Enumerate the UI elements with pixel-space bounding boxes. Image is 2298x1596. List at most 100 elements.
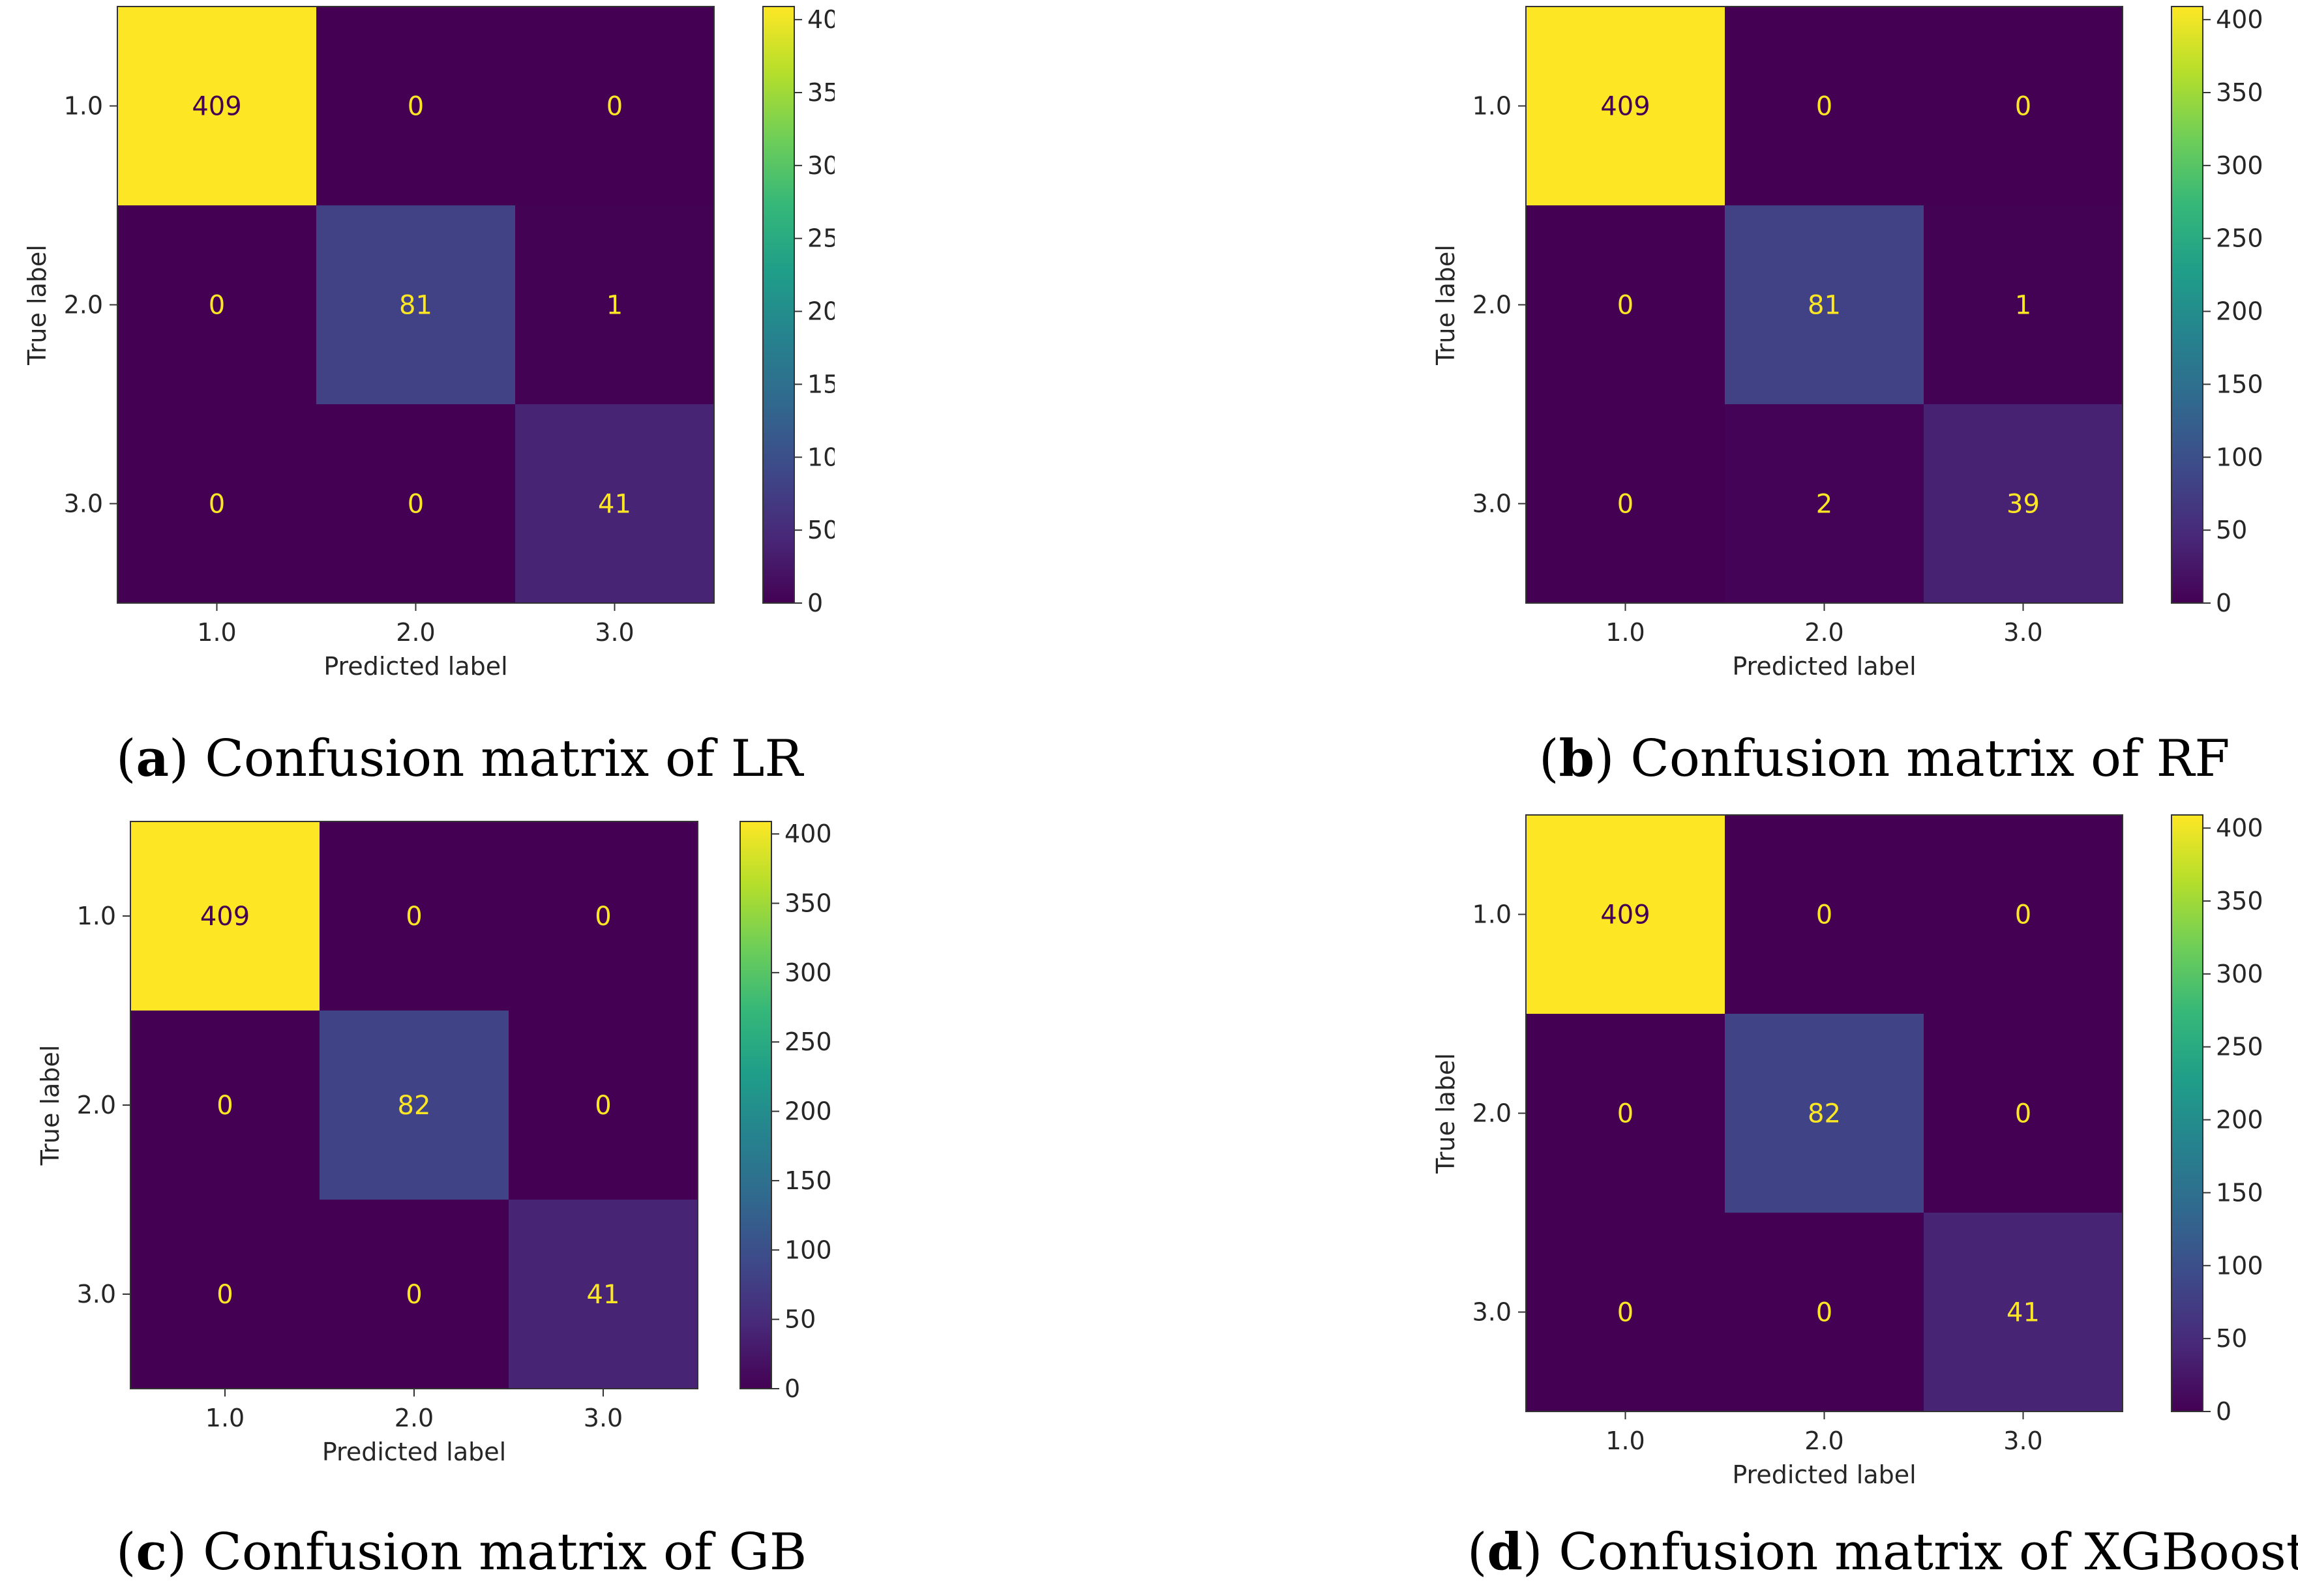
heatmap-cell (1725, 7, 1924, 205)
heatmap-cell (1924, 205, 2123, 404)
cell-value-label: 0 (595, 1091, 611, 1121)
y-tick-label: 3.0 (1472, 490, 1512, 518)
heatmap-cell (320, 1200, 509, 1389)
colorbar-tick-label: 250 (807, 224, 835, 253)
colorbar-tick-label: 100 (807, 443, 835, 471)
x-tick-label: 1.0 (1605, 1426, 1645, 1455)
colorbar-tick-label: 350 (784, 889, 832, 918)
colorbar-tick-label: 100 (784, 1235, 832, 1264)
cell-value-label: 0 (216, 1280, 233, 1310)
cell-value-label: 82 (1808, 1099, 1841, 1129)
cell-value-label: 0 (209, 490, 225, 520)
y-tick-label: 1.0 (1472, 92, 1512, 121)
y-tick-label: 1.0 (64, 92, 103, 121)
colorbar-tick-label: 150 (2216, 1178, 2263, 1207)
y-axis-label: True label (1431, 1053, 1460, 1174)
y-tick-label: 3.0 (64, 490, 103, 518)
chart-panel-d: 409 0 0 0 82 0 0 0 41 1.0 2.0 3.0 1.0 2.0 3.0 Predicted… (1428, 808, 2289, 1506)
cell-value-label: 1 (606, 291, 623, 321)
y-tick-label: 2.0 (1472, 1099, 1512, 1128)
colorbar-tick-label: 400 (2216, 5, 2263, 34)
heatmap-cell (1924, 1213, 2123, 1411)
colorbar-tick-label: 250 (2216, 1033, 2263, 1061)
cell-value-label: 41 (598, 490, 631, 520)
heatmap-cell (117, 404, 316, 603)
y-axis-label: True label (36, 1045, 65, 1166)
colorbar-tick-label: 50 (2216, 1324, 2247, 1353)
y-tick-label: 3.0 (1472, 1298, 1512, 1327)
heatmap-cell (1725, 404, 1924, 603)
caption-c: (c) Confusion matrix of GB (116, 1522, 807, 1582)
heatmap-cell (1924, 404, 2123, 603)
cell-value-label: 0 (2015, 1099, 2031, 1129)
heatmap-cell (316, 7, 515, 205)
heatmap-cell (1526, 7, 1725, 205)
confusion-matrix-gb: 409 0 0 0 82 0 0 0 41 1.0 2.0 3.0 1.0 2.0 3.0 Predicted… (36, 820, 832, 1466)
colorbar-tick-label: 100 (2216, 1251, 2263, 1280)
caption-a: (a) Confusion matrix of LR (116, 729, 803, 788)
heatmap-cell (1725, 1014, 1924, 1213)
cell-value-label: 0 (209, 291, 225, 321)
x-tick-label: 2.0 (395, 1404, 434, 1432)
colorbar-tick-label: 400 (2216, 814, 2263, 842)
heatmap-cell (1526, 404, 1725, 603)
heatmap-cell (320, 1011, 509, 1200)
colorbar-tick-label: 350 (2216, 887, 2263, 915)
heatmap-cell (1526, 1014, 1725, 1213)
heatmap-cell (509, 821, 698, 1011)
colorbar-tick-label: 300 (2216, 960, 2263, 988)
x-tick-label: 1.0 (1605, 618, 1645, 647)
cell-value-label: 0 (1617, 1099, 1634, 1129)
x-tick-label: 2.0 (1804, 1426, 1843, 1455)
colorbar-tick-label: 200 (807, 297, 835, 326)
x-axis-label: Predicted label (323, 652, 507, 681)
x-tick-label: 1.0 (205, 1404, 245, 1432)
cell-value-label: 0 (2015, 900, 2031, 930)
colorbar-tick-label: 400 (784, 820, 832, 848)
heatmap-cell (130, 821, 320, 1011)
colorbar-tick-label: 150 (807, 370, 835, 398)
cell-value-label: 1 (2015, 291, 2031, 321)
heatmap-cell (1725, 815, 1924, 1014)
cell-value-label: 0 (595, 902, 611, 932)
caption-b: (b) Confusion matrix of RF (1539, 729, 2230, 788)
confusion-matrix-xgboost: 409 0 0 0 82 0 0 0 41 1.0 2.0 3.0 1.0 2.0 3.0 Predicted… (1431, 814, 2263, 1489)
colorbar-tick-label: 250 (2216, 224, 2263, 253)
cell-value-label: 41 (2007, 1298, 2040, 1328)
x-tick-label: 3.0 (595, 618, 634, 647)
y-axis-label: True label (1431, 244, 1460, 366)
colorbar (739, 821, 772, 1389)
colorbar-tick-label: 400 (807, 5, 835, 34)
cell-value-label: 0 (1617, 1298, 1634, 1328)
x-tick-label: 3.0 (2003, 618, 2042, 647)
colorbar (762, 6, 795, 604)
chart-panel-a: 409 0 0 0 81 1 0 0 41 1.0 2.0 3.0 1.0 2.0 3.0 Predicted… (0, 0, 835, 717)
cell-value-label: 0 (1816, 1298, 1832, 1328)
x-axis-label: Predicted label (1732, 1460, 1916, 1489)
chart-panel-b: 409 0 0 0 81 1 0 2 39 1.0 2.0 3.0 1.0 2.0 3.0 Predicted… (1428, 0, 2289, 717)
heatmap-cell (130, 1200, 320, 1389)
cell-value-label: 0 (408, 92, 424, 122)
heatmap-cell (1924, 7, 2123, 205)
cell-value-label: 0 (1617, 490, 1634, 520)
heatmap-cell (1725, 205, 1924, 404)
chart-panel-c: 409 0 0 0 82 0 0 0 41 1.0 2.0 3.0 1.0 2.0 3.0 Predicted… (0, 808, 835, 1493)
colorbar-tick-label: 50 (807, 516, 835, 544)
colorbar-tick-label: 350 (807, 78, 835, 107)
cell-value-label: 0 (408, 490, 424, 520)
heatmap-cell (509, 1011, 698, 1200)
colorbar-tick-label: 300 (784, 958, 832, 987)
cell-value-label: 409 (192, 92, 241, 122)
colorbar-tick-label: 300 (2216, 151, 2263, 180)
cell-value-label: 39 (2007, 490, 2040, 520)
colorbar-tick-label: 0 (807, 589, 823, 617)
heatmap-cell (130, 1011, 320, 1200)
colorbar-tick-label: 0 (784, 1374, 800, 1403)
y-axis-label: True label (23, 244, 52, 366)
colorbar-tick-label: 350 (2216, 78, 2263, 107)
heatmap-cell (1924, 1014, 2123, 1213)
x-axis-label: Predicted label (322, 1438, 506, 1466)
confusion-matrix-rf: 409 0 0 0 81 1 0 2 39 1.0 2.0 3.0 1.0 2.0 3.0 Predicted… (1431, 5, 2263, 681)
heatmap-cell (515, 404, 714, 603)
cell-value-label: 0 (1816, 900, 1832, 930)
